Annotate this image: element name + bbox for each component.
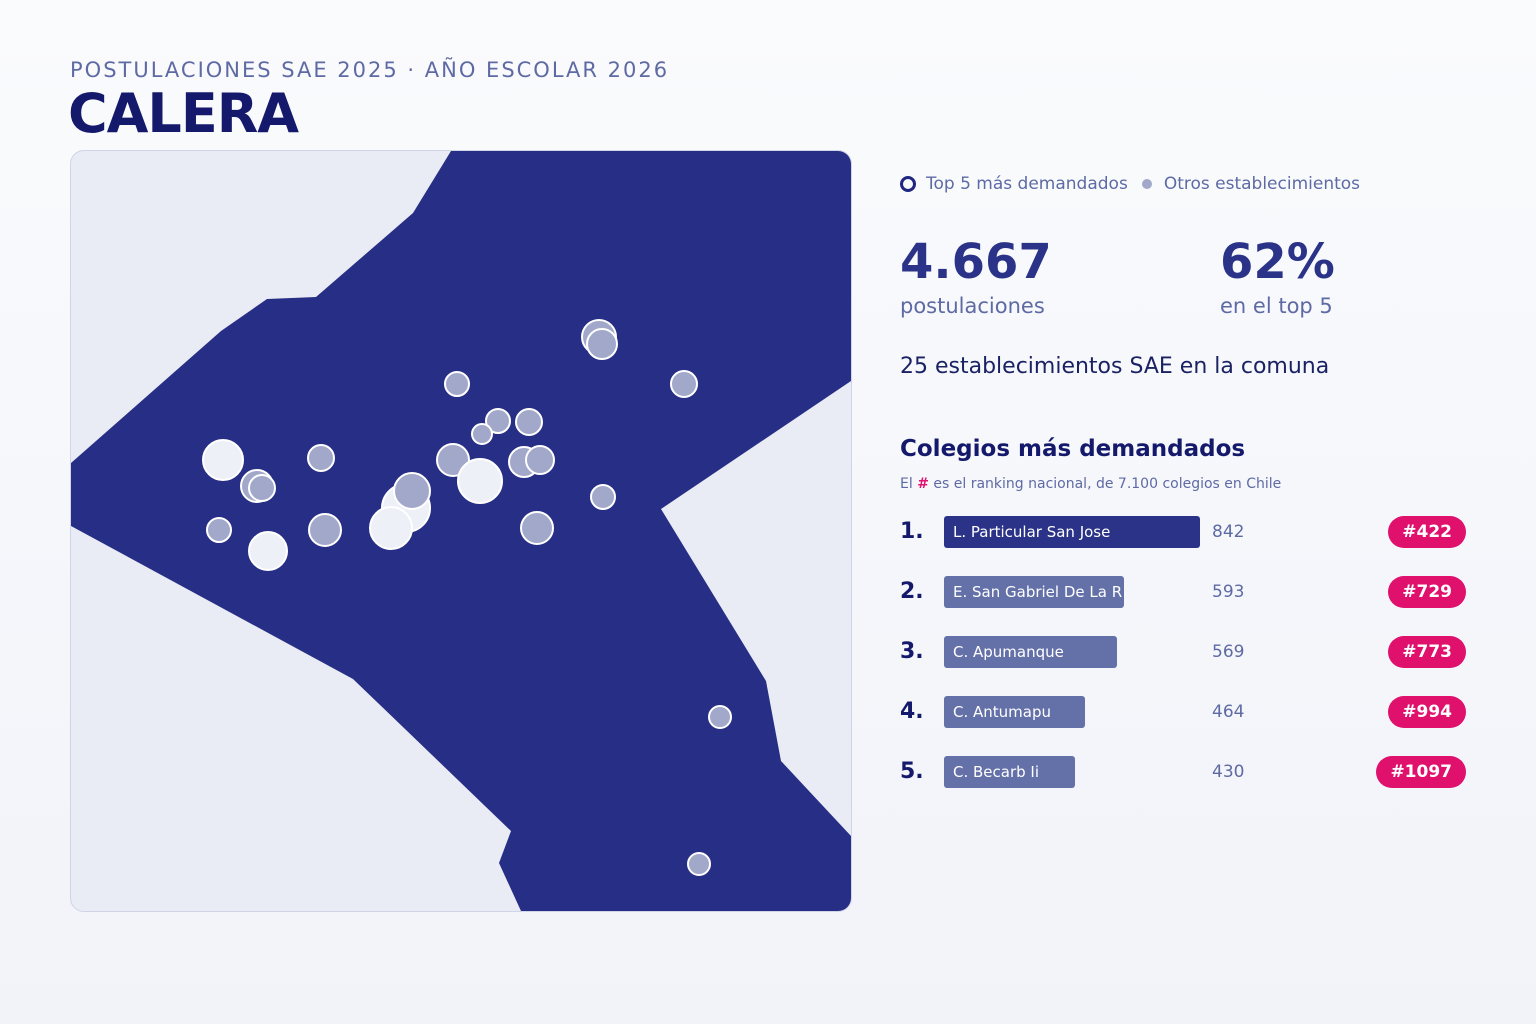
ranking-value: 593 (1212, 582, 1245, 602)
ranking-bar: C. Apumanque (944, 636, 1117, 668)
school-marker[interactable] (393, 472, 431, 510)
school-marker[interactable] (444, 371, 470, 397)
school-marker[interactable] (708, 705, 732, 729)
school-marker[interactable] (248, 474, 276, 502)
national-rank-badge: #729 (1388, 576, 1466, 608)
national-rank-badge: #994 (1388, 696, 1466, 728)
school-marker[interactable] (670, 370, 698, 398)
school-marker[interactable] (586, 328, 618, 360)
school-marker-top5[interactable] (307, 444, 335, 472)
ranking-position: 1. (900, 519, 924, 544)
ranking-note: El # es el ranking nacional, de 7.100 co… (900, 476, 1281, 492)
map-legend: Top 5 más demandados Otros establecimien… (900, 174, 1360, 194)
schools-count-line: 25 establecimientos SAE en la comuna (900, 354, 1330, 379)
ranking-row-3[interactable]: 3. C. Apumanque 569 #773 (900, 636, 1466, 668)
school-marker[interactable] (525, 445, 555, 475)
stat-applications-value: 4.667 (900, 234, 1052, 290)
school-marker[interactable] (485, 408, 511, 434)
ranking-row-1[interactable]: 1. L. Particular San Jose 842 #422 (900, 516, 1466, 548)
legend-others-label: Otros establecimientos (1163, 174, 1361, 194)
ranking-position: 2. (900, 579, 924, 604)
school-marker[interactable] (590, 484, 616, 510)
school-marker-top5[interactable] (457, 458, 503, 504)
other-dot-icon (1141, 179, 1152, 189)
top5-ring-icon (900, 176, 916, 192)
national-rank-badge: #422 (1388, 516, 1466, 548)
school-marker[interactable] (471, 423, 493, 445)
stat-top5-share-label: en el top 5 (1220, 294, 1333, 318)
ranking-row-2[interactable]: 2. E. San Gabriel De La R 593 #729 (900, 576, 1466, 608)
ranking-note-prefix: El (900, 476, 913, 492)
stat-top5-share: 62% en el top 5 (1220, 232, 1335, 320)
ranking-bar: L. Particular San Jose (944, 516, 1200, 548)
school-marker[interactable] (202, 439, 244, 481)
stat-applications: 4.667 postulaciones (900, 232, 1052, 320)
ranking-bar: E. San Gabriel De La R (944, 576, 1124, 608)
ranking-note-suffix: es el ranking nacional, de 7.100 colegio… (933, 476, 1282, 492)
comuna-map[interactable] (70, 150, 852, 912)
ranking-value: 464 (1212, 702, 1245, 722)
national-rank-badge: #1097 (1376, 756, 1466, 788)
ranking-bar: C. Antumapu (944, 696, 1085, 728)
ranking-position: 4. (900, 699, 924, 724)
stat-top5-share-value: 62% (1220, 234, 1335, 290)
ranking-row-4[interactable]: 4. C. Antumapu 464 #994 (900, 696, 1466, 728)
ranking-value: 842 (1212, 522, 1245, 542)
comuna-polygon (71, 151, 851, 911)
ranking-title: Colegios más demandados (900, 436, 1246, 462)
ranking-position: 5. (900, 759, 924, 784)
school-marker[interactable] (308, 513, 342, 547)
ranking-value: 430 (1212, 762, 1245, 782)
school-marker[interactable] (520, 511, 554, 545)
ranking-note-hash: # (917, 476, 929, 492)
ranking-position: 3. (900, 639, 924, 664)
page-title: CALERA (68, 82, 299, 145)
school-marker-top5[interactable] (369, 506, 413, 550)
ranking-bar: C. Becarb Ii (944, 756, 1075, 788)
school-markers (202, 319, 732, 876)
school-marker[interactable] (436, 443, 470, 477)
map-svg (71, 151, 851, 911)
national-rank-badge: #773 (1388, 636, 1466, 668)
school-marker[interactable] (515, 408, 543, 436)
page-subtitle: POSTULACIONES SAE 2025 · AÑO ESCOLAR 202… (70, 58, 670, 82)
ranking-row-5[interactable]: 5. C. Becarb Ii 430 #1097 (900, 756, 1466, 788)
school-marker[interactable] (687, 852, 711, 876)
ranking-value: 569 (1212, 642, 1245, 662)
stat-applications-label: postulaciones (900, 294, 1045, 318)
legend-top5-label: Top 5 más demandados (926, 174, 1128, 194)
school-marker[interactable] (206, 517, 232, 543)
school-marker-top5[interactable] (248, 531, 288, 571)
